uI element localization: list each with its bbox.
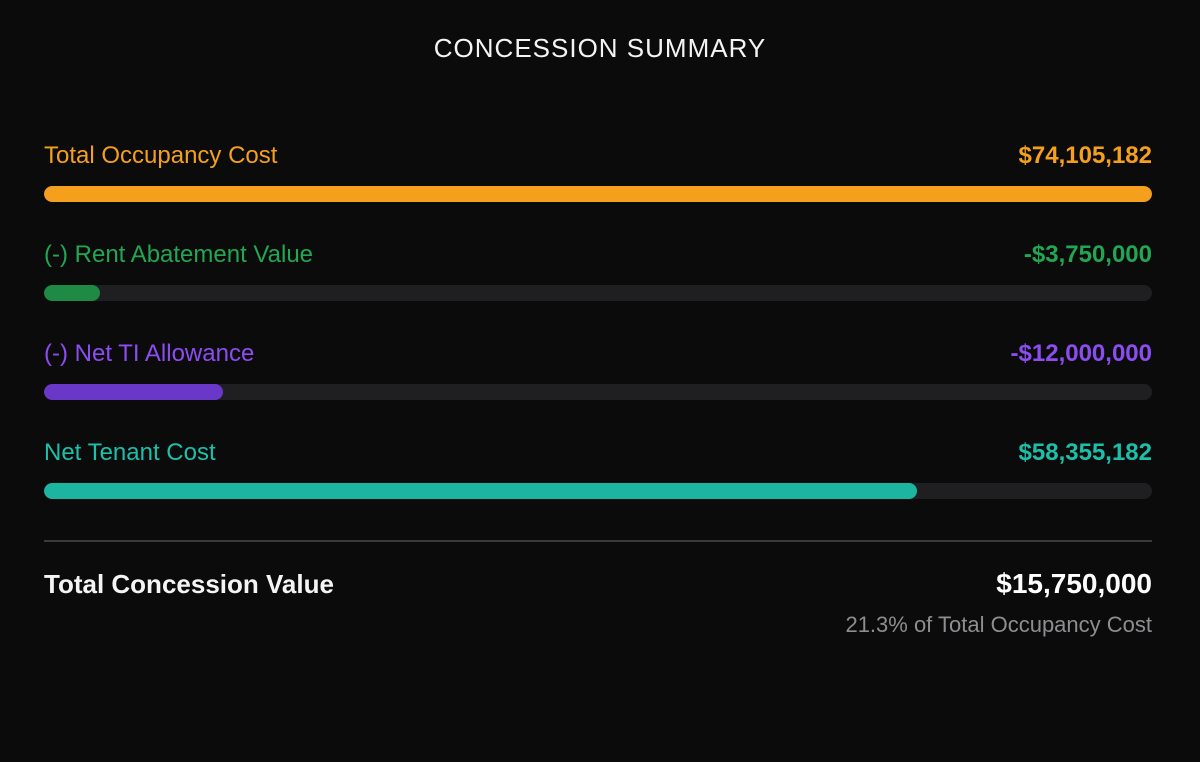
- total-label: Total Concession Value: [44, 569, 334, 599]
- row-label: Total Occupancy Cost: [44, 142, 278, 169]
- row-label: (-) Net TI Allowance: [44, 340, 255, 367]
- row-net-tenant-cost: Net Tenant Cost $58,355,182: [44, 437, 1152, 536]
- row-rent-abatement-value: (-) Rent Abatement Value -$3,750,000: [44, 239, 1152, 338]
- divider: [44, 540, 1152, 542]
- progress-track: [44, 483, 1152, 499]
- progress-fill: [44, 384, 224, 400]
- total-value: $15,750,000: [996, 568, 1152, 599]
- progress-track: [44, 384, 1152, 400]
- cost-rows: Total Occupancy Cost $74,105,182 (-) Ren…: [44, 140, 1152, 536]
- row-net-ti-allowance: (-) Net TI Allowance -$12,000,000: [44, 338, 1152, 437]
- total-concession-row: Total Concession Value $15,750,000: [44, 568, 1152, 600]
- progress-fill: [44, 186, 1152, 202]
- progress-fill: [44, 483, 917, 499]
- total-percentage-note: 21.3% of Total Occupancy Cost: [845, 612, 1152, 637]
- row-value: $74,105,182: [1018, 142, 1152, 169]
- progress-fill: [44, 285, 101, 301]
- row-value: -$3,750,000: [1023, 241, 1152, 268]
- row-value: -$12,000,000: [1010, 340, 1152, 367]
- progress-track: [44, 285, 1152, 301]
- row-label: (-) Rent Abatement Value: [44, 241, 314, 268]
- row-total-occupancy-cost: Total Occupancy Cost $74,105,182: [44, 140, 1152, 239]
- row-value: $58,355,182: [1018, 439, 1152, 466]
- row-label: Net Tenant Cost: [44, 439, 216, 466]
- panel-title: CONCESSION SUMMARY: [433, 33, 767, 63]
- progress-track: [44, 186, 1152, 202]
